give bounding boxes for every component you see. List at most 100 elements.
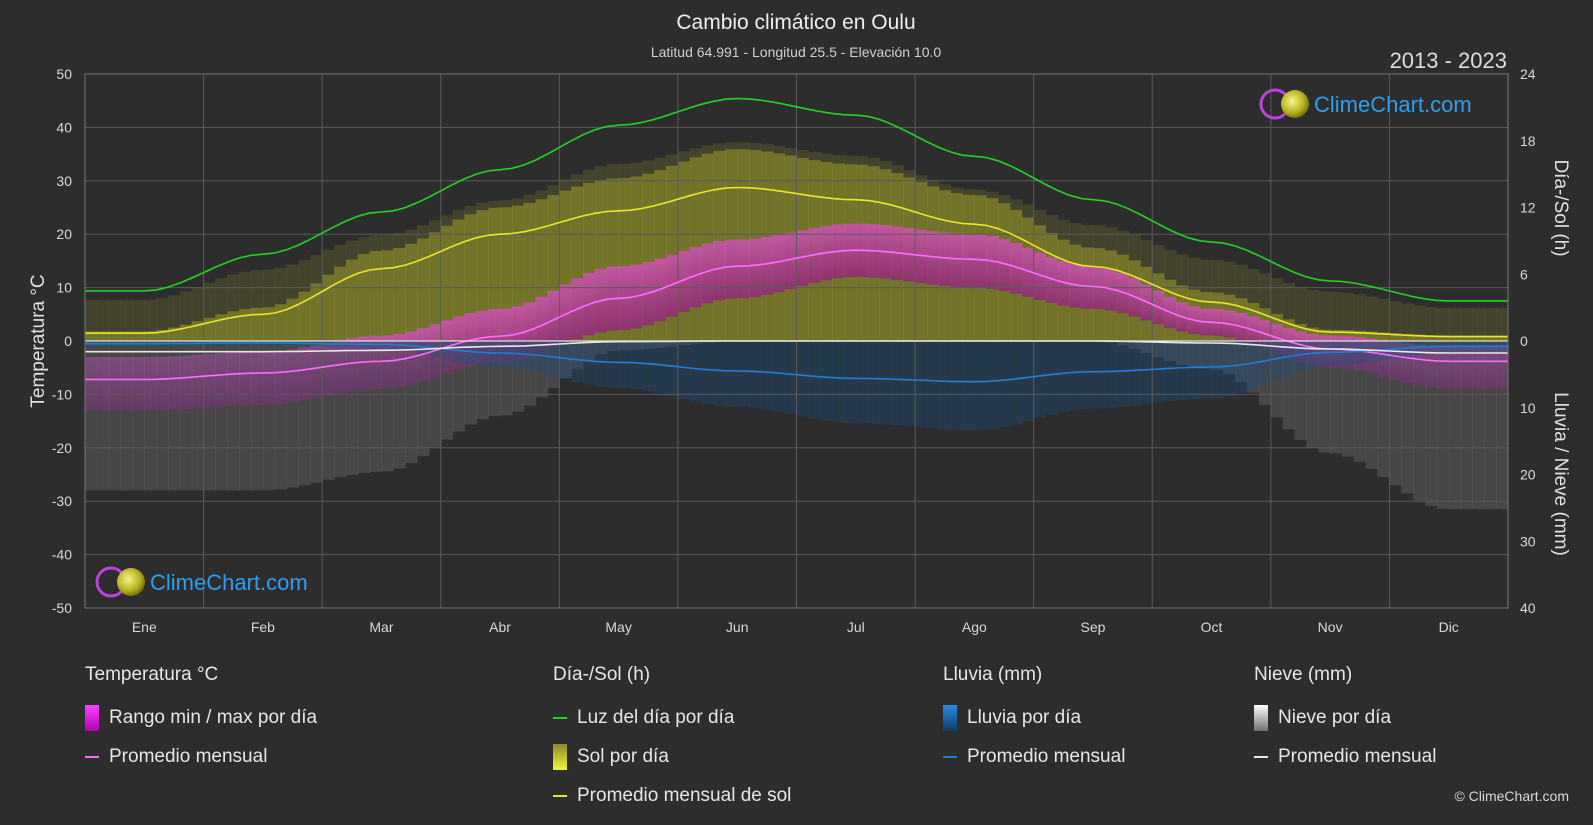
rain-bar <box>1175 341 1189 400</box>
sun-bar <box>1353 330 1367 341</box>
sun-bar <box>120 331 134 341</box>
daylight-swatch <box>553 716 567 719</box>
temp-range-bar <box>938 232 952 286</box>
rain-bar <box>559 341 572 380</box>
daylight-bar <box>1318 291 1331 341</box>
y-tick-label: 10 <box>56 280 72 296</box>
legend-item: Rango min / max por día <box>85 698 317 737</box>
legend-label: Lluvia por día <box>967 706 1082 728</box>
snow-bar <box>1247 341 1260 393</box>
snow-bar <box>571 341 584 369</box>
snow-bar <box>1330 341 1343 454</box>
legend-label: Promedio mensual <box>1278 745 1437 767</box>
sun-bar <box>369 251 383 341</box>
rain-bar <box>1187 341 1201 399</box>
snow-bar <box>251 341 264 491</box>
rain-bar <box>583 341 596 385</box>
rain-bar <box>1033 341 1047 418</box>
snow-bar <box>1282 341 1296 430</box>
sun-bar <box>108 331 122 341</box>
snow-bar <box>369 341 383 472</box>
legend-title: Nieve (mm) <box>1254 664 1353 685</box>
snow-bar <box>1353 341 1367 462</box>
sun-bar <box>464 214 477 341</box>
rain-bar <box>725 341 738 407</box>
rain-bar <box>1247 341 1260 390</box>
precip-tick-label: 10 <box>1520 400 1536 416</box>
sun-bar <box>1330 329 1343 341</box>
snow-bar <box>583 341 596 361</box>
rain-bar <box>1389 341 1402 359</box>
sun-bar <box>1413 334 1426 341</box>
rain-bar <box>1057 341 1070 412</box>
rain-bar <box>500 341 513 368</box>
snow-avg-swatch <box>1254 755 1268 758</box>
daylight-bar <box>1401 303 1414 341</box>
snow-bar <box>203 341 217 491</box>
sun-bar <box>1472 335 1485 341</box>
temp-avg-line <box>85 249 1508 381</box>
sun-bar <box>1424 335 1438 341</box>
temp-range-bar <box>749 238 762 297</box>
month-tick-label: Ago <box>962 619 987 635</box>
snow-bar <box>262 341 276 491</box>
daylight-bar <box>1436 308 1450 341</box>
sun-bar <box>440 225 454 341</box>
temp-range-bar <box>915 229 928 284</box>
logo-globe-icon <box>117 568 145 596</box>
snow-bar <box>108 341 122 491</box>
rain-bar <box>1116 341 1130 407</box>
snow-bar <box>215 341 228 491</box>
temp-range-bar <box>784 232 798 290</box>
sun-bar <box>298 291 311 341</box>
y-tick-label: -30 <box>52 493 72 509</box>
rain-bar <box>772 341 786 412</box>
rain-bar <box>1009 341 1023 425</box>
sun-tick-label: 12 <box>1520 200 1536 216</box>
legend-label: Promedio mensual <box>967 745 1126 767</box>
legend-item: Promedio mensual <box>85 737 317 776</box>
temp-range-bar <box>725 239 738 299</box>
logo-top[interactable]: ClimeChart.com <box>1259 88 1472 120</box>
rain-bar <box>452 341 466 363</box>
sun-bar <box>132 331 145 341</box>
logo-bottom[interactable]: ClimeChart.com <box>95 566 308 598</box>
temp-range-bar <box>677 250 691 312</box>
snow-bar <box>1377 341 1391 477</box>
sun-bar <box>144 331 157 341</box>
legend-item: Promedio mensual <box>943 737 1125 776</box>
rain-bar <box>1330 341 1343 366</box>
right-axis-title-top: Día-/Sol (h) <box>1550 159 1571 256</box>
temp-range-bar <box>689 247 703 308</box>
sun-bar <box>1318 329 1331 341</box>
daylight-bar <box>1460 308 1474 341</box>
rain-bar <box>1365 341 1379 363</box>
rain-bar <box>998 341 1011 428</box>
legend-item: Lluvia por día <box>943 698 1125 737</box>
y-tick-label: -10 <box>52 386 72 402</box>
month-tick-label: Jul <box>847 619 865 635</box>
snow-bar <box>179 341 193 491</box>
snow-bar <box>654 341 667 348</box>
logo-text: ClimeChart.com <box>1314 92 1472 117</box>
precip-tick-label: 20 <box>1520 467 1536 483</box>
temp-range-bar <box>760 237 774 295</box>
snow-bar <box>144 341 157 491</box>
legend-label: Luz del día por día <box>577 706 735 728</box>
sun-bar <box>393 247 406 341</box>
snow-bar <box>1258 341 1272 405</box>
daylight-bar <box>1377 298 1391 341</box>
snow-bar <box>405 341 418 464</box>
rain-bar <box>1152 341 1165 403</box>
sun-bar <box>488 207 501 341</box>
plot-frame <box>84 73 1509 609</box>
rain-bar <box>915 341 928 428</box>
sun-bar <box>357 254 371 341</box>
y-tick-label: 50 <box>56 66 72 82</box>
legend-label: Nieve por día <box>1278 706 1392 728</box>
snow-bar <box>322 341 335 480</box>
snow-bar <box>1128 341 1141 349</box>
sun-bar <box>85 331 98 341</box>
snow-bar <box>594 341 608 355</box>
rain-bar <box>1282 341 1296 376</box>
